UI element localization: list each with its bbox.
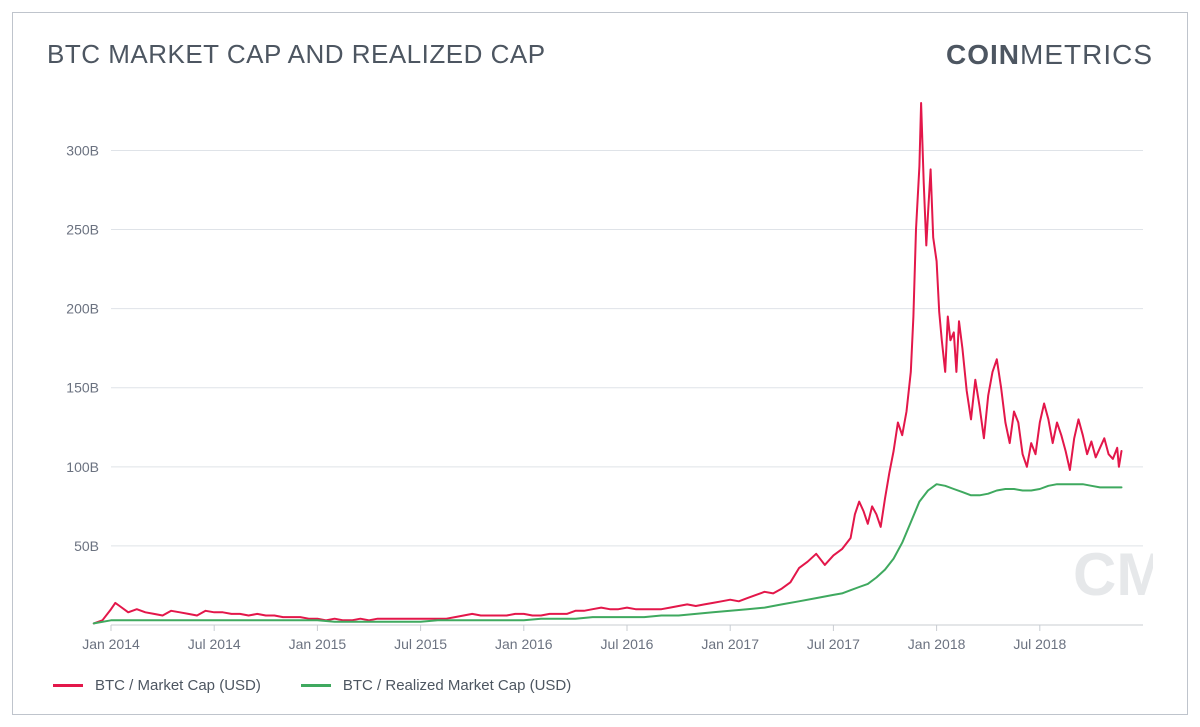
x-tick-label: Jul 2017 [807, 636, 860, 652]
y-tick-label: 300B [66, 142, 99, 158]
legend-swatch [53, 684, 83, 687]
x-tick-label: Jan 2018 [908, 636, 966, 652]
legend-item: BTC / Market Cap (USD) [53, 677, 261, 694]
watermark: CM [1073, 541, 1153, 608]
y-tick-label: 100B [66, 459, 99, 475]
legend-swatch [301, 684, 331, 687]
legend-label: BTC / Market Cap (USD) [95, 677, 261, 694]
line-chart-svg: 50B 100B 150B 200B 250B 300B Jan 2014 Jul 2014 J… [47, 83, 1153, 663]
chart-frame: BTC MARKET CAP AND REALIZED CAP COINMETR… [12, 12, 1188, 715]
x-tick-label: Jul 2014 [188, 636, 241, 652]
x-tick-label: Jan 2015 [289, 636, 347, 652]
x-tick-label: Jan 2017 [701, 636, 759, 652]
series-line [94, 484, 1122, 623]
legend-label: BTC / Realized Market Cap (USD) [343, 677, 571, 694]
brand-bold: COIN [946, 39, 1020, 70]
x-tick-label: Jul 2016 [601, 636, 654, 652]
legend-item: BTC / Realized Market Cap (USD) [301, 677, 571, 694]
brand-light: METRICS [1020, 39, 1153, 70]
chart-title: BTC MARKET CAP AND REALIZED CAP [47, 39, 546, 70]
y-tick-label: 250B [66, 222, 99, 238]
header: BTC MARKET CAP AND REALIZED CAP COINMETR… [47, 39, 1153, 83]
x-tick-label: Jul 2018 [1013, 636, 1066, 652]
x-tick-label: Jan 2016 [495, 636, 553, 652]
x-tick-label: Jan 2014 [82, 636, 140, 652]
y-tick-label: 150B [66, 380, 99, 396]
y-tick-label: 50B [74, 538, 99, 554]
legend: BTC / Market Cap (USD) BTC / Realized Mar… [47, 663, 1153, 694]
chart-area: 50B 100B 150B 200B 250B 300B Jan 2014 Jul 2014 J… [47, 83, 1153, 663]
x-tick-label: Jul 2015 [394, 636, 447, 652]
outer-container: BTC MARKET CAP AND REALIZED CAP COINMETR… [0, 0, 1200, 727]
brand-logo: COINMETRICS [946, 39, 1153, 71]
y-tick-label: 200B [66, 301, 99, 317]
series-line [94, 103, 1122, 623]
